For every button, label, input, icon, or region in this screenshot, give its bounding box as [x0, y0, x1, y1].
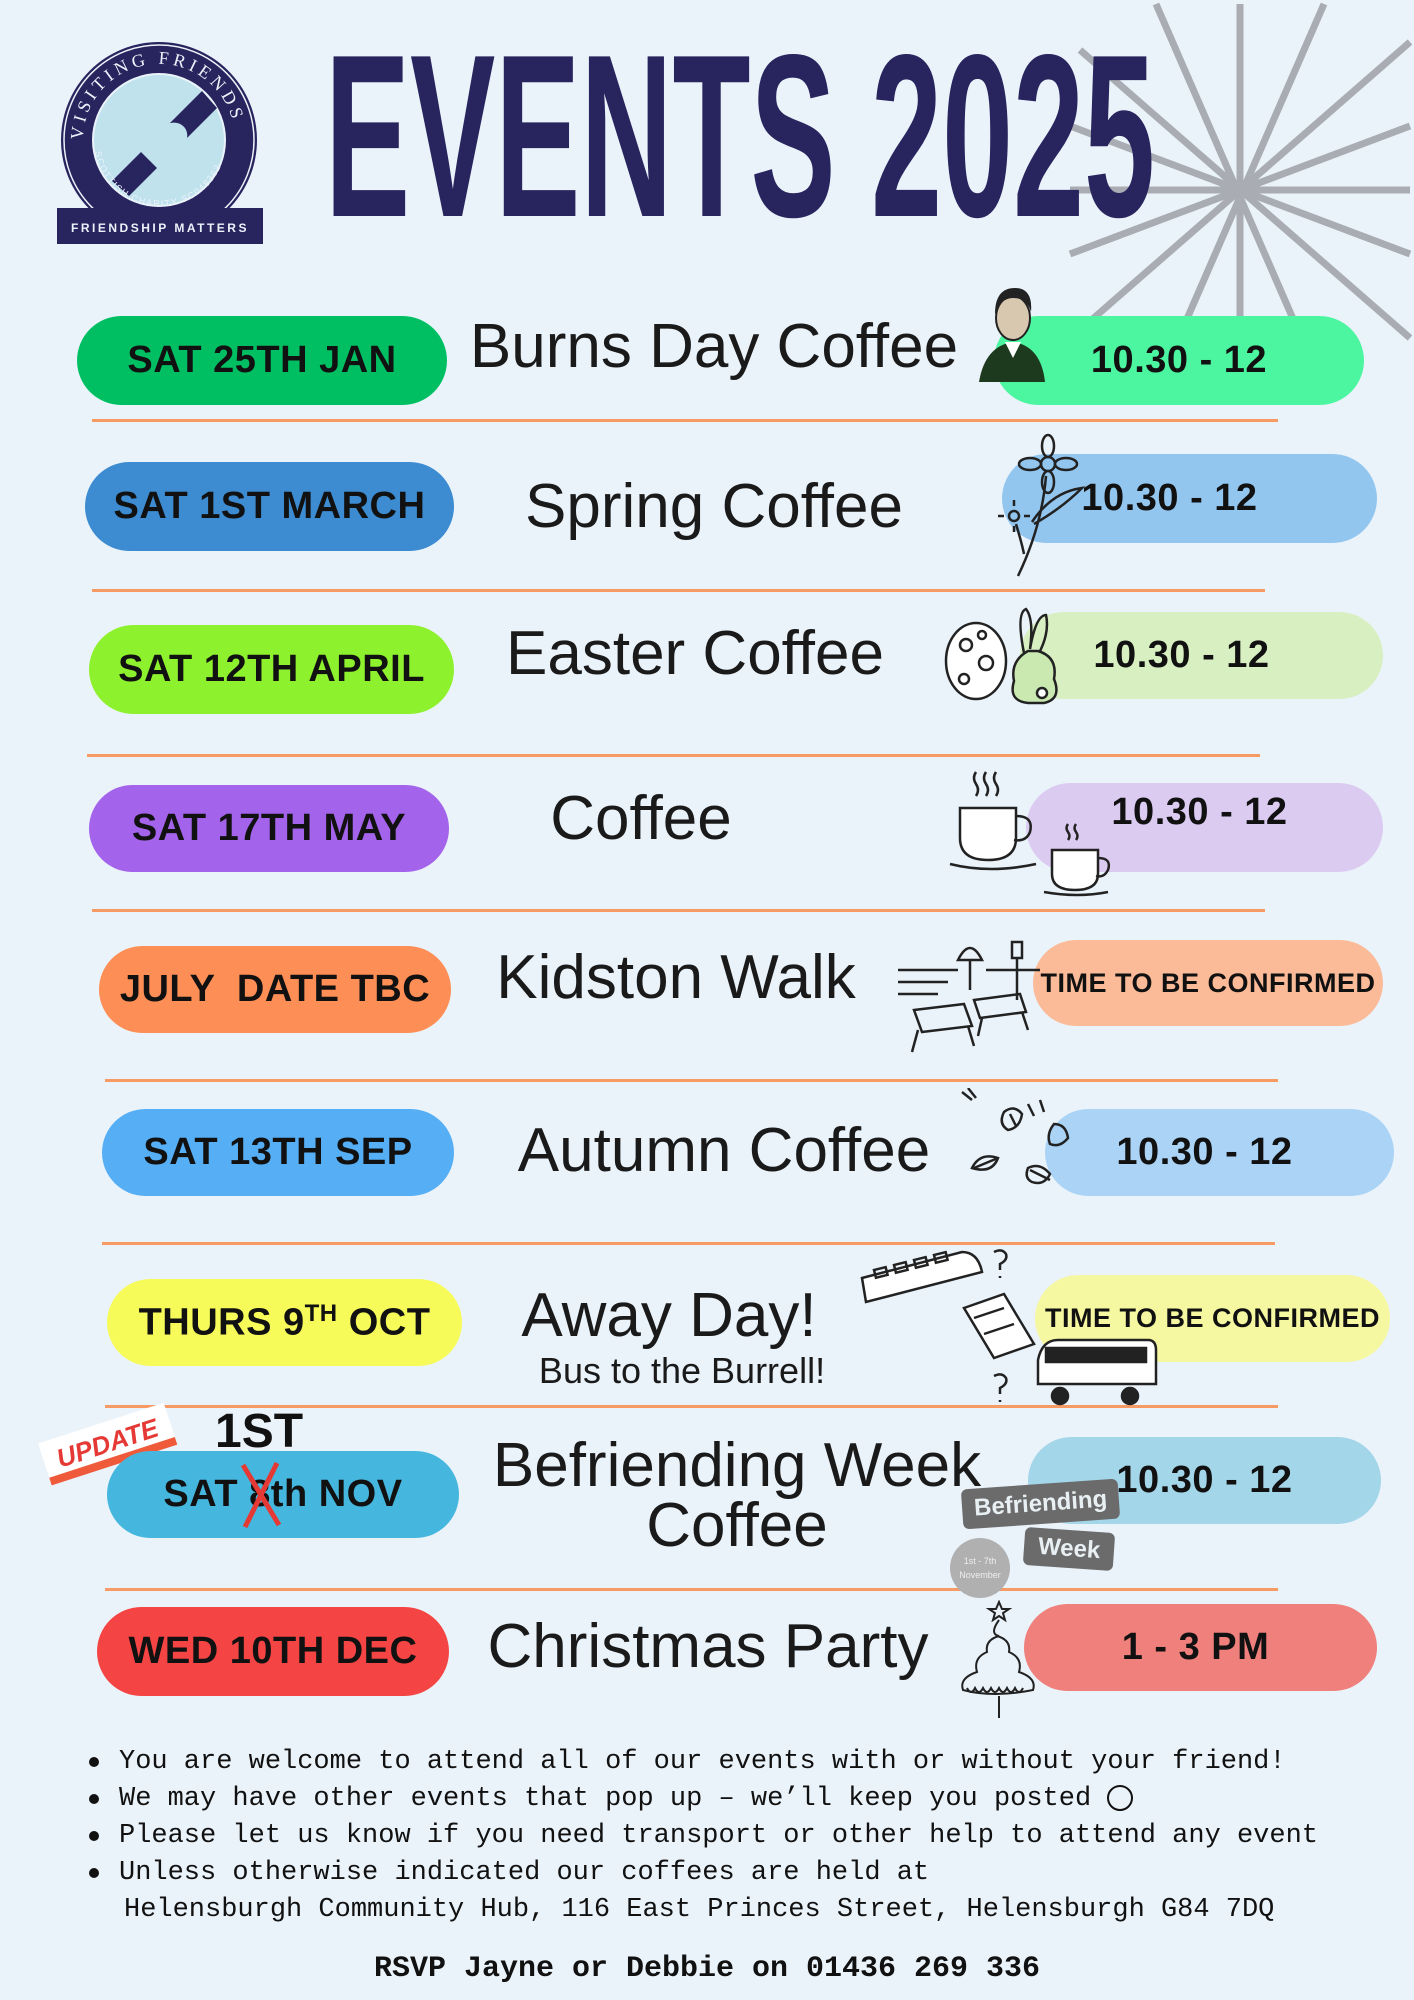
event-date-pill: SAT 8th NOV — [107, 1451, 459, 1538]
divider — [87, 754, 1260, 757]
event-date-pill: SAT 17TH MAY — [89, 785, 449, 872]
christmas-tree-icon — [961, 1600, 1035, 1718]
event-time-pill: 10.30 - 12 — [1028, 1437, 1381, 1524]
event-time: TIME TO BE CONFIRMED — [1040, 967, 1376, 998]
event-date-pill: WED 10TH DEC — [97, 1607, 449, 1696]
event-title: Away Day! — [521, 1281, 817, 1350]
note-item: Please let us know if you need transport… — [89, 1818, 1318, 1855]
event-time: 10.30 - 12 — [1093, 634, 1270, 676]
divider — [105, 1079, 1278, 1082]
event-time: 10.30 - 12 — [1081, 477, 1258, 519]
note-item: Unless otherwise indicated our coffees a… — [89, 1855, 1318, 1892]
event-date: SAT 17TH MAY — [131, 807, 407, 849]
event-title: Easter Coffee — [506, 619, 884, 688]
event-title: Burns Day Coffee — [469, 312, 959, 381]
event-date: SAT 1ST MARCH — [113, 485, 426, 527]
note-address: Helensburgh Community Hub, 116 East Prin… — [124, 1895, 1275, 1925]
event-date-pill: SAT 12TH APRIL — [89, 625, 454, 714]
event-time: 10.30 - 12 — [1116, 1459, 1293, 1501]
event-title: Christmas Party — [487, 1612, 929, 1681]
bullet-icon — [89, 1757, 99, 1767]
divider — [102, 1242, 1275, 1245]
event-date: SAT 25TH JAN — [127, 339, 397, 381]
event-title: Coffee — [550, 784, 732, 853]
event-title: Autumn Coffee — [517, 1116, 931, 1185]
event-time: 10.30 - 12 — [1116, 1131, 1293, 1173]
rsvp-contact: RSVP Jayne or Debbie on 01436 269 336 — [373, 1952, 1041, 1986]
struck-date: 8 — [241, 1461, 282, 1529]
event-time: 10.30 - 12 — [1090, 339, 1268, 381]
event-date: SAT 13TH SEP — [143, 1131, 413, 1173]
befriending-week-badge: Befriending Week 1st - 7th November — [950, 1478, 1142, 1600]
event-time-pill: 10.30 - 12 — [1020, 612, 1383, 699]
autumn-leaves-icon — [961, 1088, 1070, 1185]
event-date-pill: THURS 9TH OCT — [107, 1279, 462, 1366]
event-date-pill: SAT 25TH JAN — [77, 316, 447, 405]
smiley-icon — [1107, 1784, 1134, 1811]
event-date: SAT 12TH APRIL — [118, 648, 425, 690]
robert-burns-portrait-icon — [979, 288, 1045, 382]
cross-out-icon — [241, 1461, 282, 1529]
train-map-bus-icon — [860, 1249, 1158, 1406]
event-time: 1 - 3 PM — [1121, 1626, 1270, 1668]
event-subtitle: Bus to the Burrell! — [538, 1350, 826, 1391]
event-time: TIME TO BE CONFIRMED — [1044, 1303, 1380, 1333]
bullet-icon — [89, 1831, 99, 1841]
updated-date: 1ST — [215, 1405, 304, 1458]
event-date: SAT 8th NOV — [163, 1461, 402, 1529]
event-date-pill: JULY DATE TBC — [99, 946, 451, 1033]
park-benches-icon — [898, 940, 1040, 1053]
event-date-pill: SAT 1ST MARCH — [85, 462, 454, 551]
event-title: Kidston Walk — [496, 943, 856, 1012]
event-title: Befriending Week Coffee — [492, 1431, 982, 1560]
visiting-friends-logo: VISITING FRIENDS SCOTTISH CHARITY SC0483… — [57, 42, 263, 244]
event-time-pill: TIME TO BE CONFIRMED — [1033, 940, 1383, 1026]
easter-egg-bunny-icon — [944, 607, 1058, 705]
divider — [92, 909, 1265, 912]
bullet-icon — [89, 1794, 99, 1804]
divider — [92, 589, 1265, 592]
event-time-pill: 10.30 - 12 — [1045, 1109, 1394, 1196]
event-title: Spring Coffee — [525, 472, 903, 541]
event-date: WED 10TH DEC — [128, 1630, 418, 1672]
coffee-cups-icon — [949, 771, 1111, 897]
notes-list: You are welcome to attend all of our eve… — [89, 1744, 1318, 1929]
divider — [92, 419, 1278, 422]
update-tag: UPDATE — [38, 1402, 178, 1486]
svg-text:EVENTS 2025: EVENTS 2025 — [325, 48, 1155, 220]
divider — [105, 1588, 1278, 1591]
bullet-icon — [89, 1868, 99, 1878]
flower-icon — [998, 433, 1086, 577]
page-title: EVENTS 2025 — [325, 48, 1155, 220]
event-date: THURS 9TH OCT — [138, 1300, 431, 1344]
event-date: JULY DATE TBC — [119, 968, 431, 1010]
svg-text:FRIENDSHIP MATTERS: FRIENDSHIP MATTERS — [71, 221, 249, 235]
divider — [105, 1405, 1278, 1408]
note-item: You are welcome to attend all of our eve… — [89, 1744, 1318, 1781]
event-time-pill: 10.30 - 12 — [994, 316, 1364, 405]
event-date-pill: SAT 13TH SEP — [102, 1109, 454, 1196]
event-time: 10.30 - 12 — [1111, 791, 1288, 833]
note-item: We may have other events that pop up – w… — [89, 1781, 1318, 1818]
event-time-pill: 1 - 3 PM — [1024, 1604, 1377, 1691]
